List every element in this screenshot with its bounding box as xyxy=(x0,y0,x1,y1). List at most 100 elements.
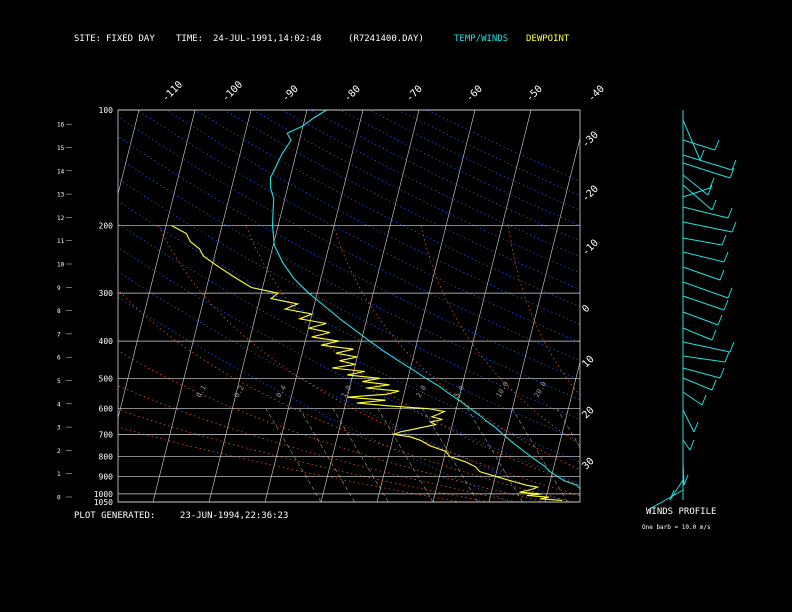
wind-barb-flag xyxy=(693,421,699,433)
isotherm-line xyxy=(118,110,140,196)
moist-adiabat-line xyxy=(596,226,741,502)
isotherm-line xyxy=(118,110,196,420)
height-tick-label: 8 xyxy=(57,308,61,315)
height-tick-label: 1 xyxy=(57,471,61,478)
wind-barb-flag xyxy=(711,329,717,341)
moist-adiabat-line xyxy=(245,225,580,486)
dry-adiabat-line xyxy=(118,136,580,381)
isotherm-label: -80 xyxy=(342,84,363,105)
wind-barb xyxy=(682,184,713,211)
wind-barb-flag xyxy=(689,439,695,451)
series-line-temp-winds xyxy=(269,110,580,490)
wind-barb xyxy=(682,439,691,451)
pressure-tick-label: 800 xyxy=(99,453,114,462)
height-tick-label: 9 xyxy=(57,285,61,292)
wind-profile-title: WINDS PROFILE xyxy=(646,507,716,517)
pressure-tick-label: 1050 xyxy=(94,498,113,507)
isotherm-label: -110 xyxy=(160,79,185,104)
wind-profile-note: One barb = 10.0 m/s xyxy=(642,524,711,531)
pressure-tick-label: 500 xyxy=(99,374,114,383)
wind-barb-flag xyxy=(724,351,730,363)
mixing-ratio-line xyxy=(467,408,523,502)
dewpoint-legend: DEWPOINT xyxy=(526,34,570,44)
isotherm-line xyxy=(657,110,755,502)
wind-barb xyxy=(682,367,721,379)
series-line-dewpoint xyxy=(171,225,563,501)
time-label: TIME: xyxy=(176,34,203,44)
wind-barb xyxy=(682,139,716,151)
height-tick-label: 5 xyxy=(57,378,61,385)
isotherm-label: -60 xyxy=(464,84,485,105)
isotherm-label-right: 0 xyxy=(580,303,592,315)
height-tick-label: 4 xyxy=(57,401,61,408)
wind-barb xyxy=(682,174,709,196)
pressure-tick-label: 1000 xyxy=(94,490,113,499)
wind-barb-flag xyxy=(707,184,713,196)
wind-barb xyxy=(682,266,721,281)
isotherm-label-right: 20 xyxy=(580,405,596,421)
wind-barb-flag xyxy=(711,379,717,391)
wind-barb-flag xyxy=(729,167,735,179)
dry-adiabat-line xyxy=(223,110,580,291)
wind-barb xyxy=(682,237,723,246)
moist-adiabat-line xyxy=(420,225,580,446)
isotherm-line xyxy=(376,110,476,502)
height-tick-label: 13 xyxy=(57,192,65,199)
isotherm-label: -50 xyxy=(524,84,545,105)
wind-barb-flag xyxy=(727,207,733,219)
wind-barb-flag xyxy=(731,159,737,171)
wind-barb xyxy=(682,377,713,391)
wind-barb xyxy=(647,489,684,511)
isotherm-line xyxy=(152,110,252,502)
mixing-ratio-label: 5.0 xyxy=(453,384,466,399)
isotherm-line xyxy=(769,110,792,502)
isotherm-line xyxy=(544,360,580,502)
wind-barb xyxy=(682,311,719,326)
dry-adiabat-line xyxy=(118,246,580,485)
isotherm-label-right: 30 xyxy=(580,456,596,472)
pressure-tick-label: 700 xyxy=(99,430,114,439)
height-tick-label: 2 xyxy=(57,448,61,455)
dry-adiabat-line xyxy=(136,110,580,343)
wind-barb xyxy=(682,295,725,311)
pressure-tick-label: 600 xyxy=(99,405,114,414)
isotherm-line xyxy=(601,110,699,502)
height-tick-label: 16 xyxy=(57,122,65,129)
wind-barb xyxy=(682,391,703,406)
height-tick-label: 14 xyxy=(57,168,65,175)
dry-adiabat-line xyxy=(339,110,580,227)
isotherm-label-right: -20 xyxy=(580,184,601,205)
isotherm-label-right: -30 xyxy=(580,130,601,151)
wind-barb xyxy=(682,154,733,171)
wind-profile-panel: WINDS PROFILE One barb = 10.0 m/s xyxy=(642,110,737,531)
wind-barb xyxy=(682,187,711,198)
isotherm-label-right: 10 xyxy=(580,354,596,370)
wind-barb-flag xyxy=(714,139,720,151)
dry-adiabat-line xyxy=(118,116,580,362)
height-tick-label: 10 xyxy=(57,262,65,269)
dry-adiabat-line xyxy=(165,110,580,325)
mixing-ratio-label: 0.1 xyxy=(195,384,208,399)
wind-barb xyxy=(669,479,684,501)
mixing-ratio-label: 10.0 xyxy=(495,380,510,399)
dry-adiabat-line xyxy=(281,110,580,258)
isotherm-label-right: -10 xyxy=(580,238,601,259)
mixing-ratio-label: 0.2 xyxy=(233,384,246,399)
height-tick-label: 7 xyxy=(57,331,61,338)
moist-adiabat-line xyxy=(158,225,580,497)
site-value: FIXED DAY xyxy=(106,34,155,44)
isotherm-line xyxy=(264,110,364,502)
wind-barb-flag xyxy=(719,367,725,379)
wind-barb-flag xyxy=(719,269,725,281)
mixing-ratio-label: 2.0 xyxy=(415,384,428,399)
wind-barb xyxy=(682,162,731,179)
wind-barb-flag xyxy=(723,251,729,263)
wind-barb-flag xyxy=(729,341,735,353)
skewt-diagram: 1002003004005006007008009001000105001234… xyxy=(57,79,792,507)
wind-barb-flag xyxy=(709,177,715,189)
moist-adiabat-line xyxy=(508,225,580,397)
isotherm-line xyxy=(713,110,792,502)
dry-adiabat-line xyxy=(252,110,580,274)
